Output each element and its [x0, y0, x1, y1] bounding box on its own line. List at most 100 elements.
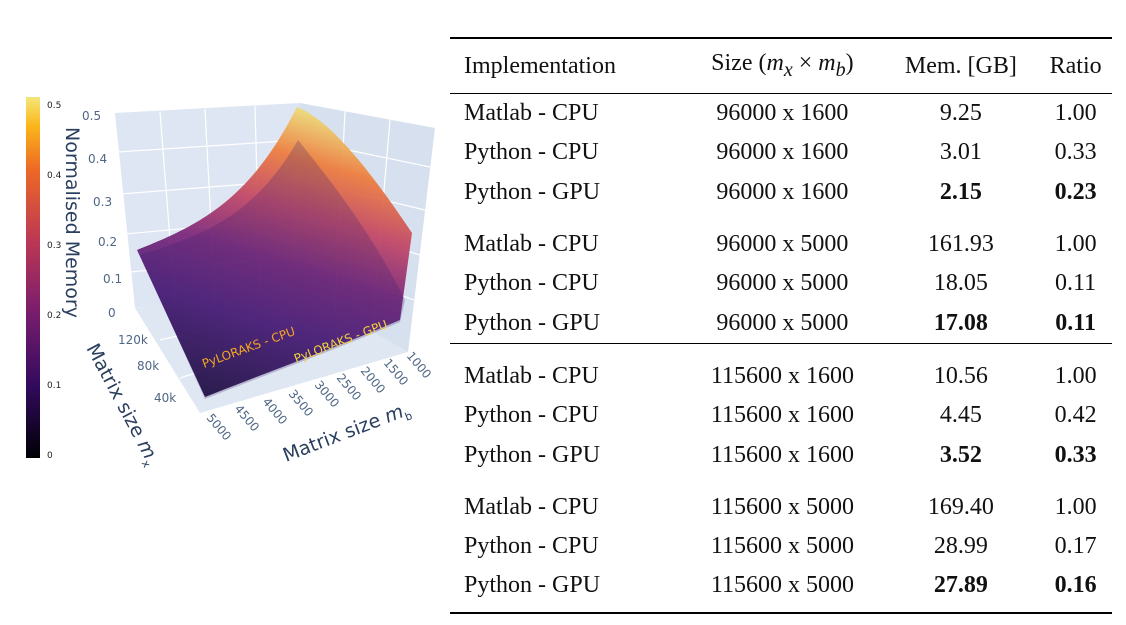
memory-table: Implementation Size (mx × mb) Mem. [GB] …	[450, 37, 1112, 614]
mb-tick-label: 3500	[286, 387, 316, 419]
colorbar-tick-label: 0.1	[47, 381, 61, 391]
table-row: Matlab - CPU 115600 x 1600 10.56 1.00	[450, 342, 1112, 397]
cell-size: 96000 x 1600	[682, 94, 882, 134]
cell-implementation: Matlab - CPU	[450, 342, 683, 397]
cell-implementation: Python - GPU	[450, 303, 682, 343]
surface-plot: 0.5 0.4 0.3 0.2 0.1 0 0.5 0.4 0.3 0.2 0.1 0 120k 80…	[26, 97, 435, 470]
cell-ratio: 0.33	[1039, 435, 1112, 474]
table-row: Python - GPU 96000 x 5000 17.08 0.11	[450, 303, 1112, 343]
cell-implementation-text: Matlab - CPU	[464, 493, 599, 520]
header-size: Size (mx × mb)	[682, 37, 883, 94]
cell-implementation-text: Python - GPU	[464, 178, 601, 205]
colorbar-tick-label: 0.2	[47, 311, 61, 321]
z-tick-label: 0.2	[98, 235, 117, 249]
cell-size: 96000 x 5000	[682, 303, 882, 343]
cell-mem: 10.56	[882, 342, 1040, 397]
cell-implementation: Python - GPU	[450, 566, 683, 614]
cell-size-text: 115600 x 5000	[710, 533, 854, 560]
cell-mem-text: 18.05	[933, 270, 988, 297]
header-implementation: Implementation	[450, 37, 683, 94]
cell-ratio: 0.16	[1039, 566, 1112, 614]
mx-tick-label: 80k	[137, 359, 159, 373]
cell-size-text: 115600 x 1600	[710, 362, 854, 389]
cell-size-text: 96000 x 1600	[716, 139, 849, 166]
cell-implementation: Python - GPU	[450, 173, 682, 212]
cell-size: 96000 x 1600	[682, 133, 882, 172]
cell-size: 96000 x 5000	[682, 264, 882, 303]
cell-implementation-text: Python - GPU	[464, 309, 601, 336]
cell-ratio: 0.42	[1039, 396, 1112, 435]
mx-axis-ticks: 120k 80k 40k	[118, 333, 176, 405]
cell-implementation-text: Python - CPU	[464, 270, 599, 297]
cell-mem-text: 169.40	[927, 493, 994, 520]
colorbar-tick-label: 0.4	[47, 171, 62, 181]
cell-implementation-text: Python - GPU	[464, 572, 601, 599]
z-tick-label: 0.3	[93, 195, 112, 209]
cell-mem-text: 4.45	[939, 402, 982, 429]
cell-implementation: Matlab - CPU	[450, 475, 682, 527]
cell-ratio: 0.17	[1039, 527, 1112, 566]
mb-tick-label: 4000	[260, 395, 290, 427]
cell-ratio-text: 0.33	[1054, 139, 1097, 166]
cell-mem-text: 10.56	[933, 362, 988, 389]
table-row: Python - GPU 115600 x 5000 27.89 0.16	[450, 566, 1112, 614]
cell-size: 96000 x 5000	[682, 212, 882, 264]
cell-implementation: Python - CPU	[450, 527, 682, 566]
cell-size: 115600 x 5000	[682, 475, 882, 527]
cell-mem: 2.15	[883, 173, 1040, 212]
cell-ratio-text: 1.00	[1054, 100, 1097, 127]
cell-implementation-text: Matlab - CPU	[464, 231, 599, 258]
cell-mem: 3.01	[883, 133, 1040, 172]
cell-mem-text: 3.01	[939, 139, 982, 166]
table-row: Matlab - CPU 96000 x 1600 9.25 1.00	[450, 94, 1112, 134]
cell-ratio-text: 1.00	[1054, 362, 1097, 389]
cell-mem: 161.93	[883, 212, 1040, 264]
mx-tick-label: 40k	[154, 391, 176, 405]
cell-ratio-text: 0.33	[1054, 441, 1097, 468]
header-mem: Mem. [GB]	[882, 37, 1040, 94]
cell-ratio: 1.00	[1039, 94, 1112, 134]
cell-size-text: 96000 x 1600	[716, 178, 849, 205]
cell-size-text: 96000 x 5000	[716, 309, 849, 336]
cell-size: 115600 x 1600	[682, 342, 883, 397]
cell-ratio-text: 0.11	[1055, 270, 1097, 297]
cell-size: 115600 x 5000	[682, 566, 883, 614]
cell-ratio: 1.00	[1039, 475, 1112, 527]
table-row: Python - CPU 96000 x 5000 18.05 0.11	[450, 264, 1112, 303]
cell-size-text: 115600 x 1600	[710, 441, 854, 468]
cell-implementation: Python - GPU	[450, 435, 682, 474]
cell-ratio: 1.00	[1039, 342, 1112, 397]
cell-implementation-text: Matlab - CPU	[464, 100, 599, 127]
cell-size: 115600 x 5000	[682, 527, 882, 566]
colorbar-tick-label: 0.5	[47, 101, 61, 111]
cell-ratio-text: 0.11	[1055, 309, 1096, 336]
cell-implementation: Matlab - CPU	[450, 94, 682, 134]
table-row: Python - CPU 115600 x 5000 28.99 0.17	[450, 527, 1112, 566]
colorbar-ticks: 0.5 0.4 0.3 0.2 0.1 0	[47, 101, 62, 461]
cell-ratio: 0.33	[1039, 133, 1112, 172]
cell-ratio-text: 1.00	[1054, 231, 1097, 258]
mb-tick-label: 5000	[204, 411, 234, 443]
cell-implementation-text: Python - GPU	[464, 441, 601, 468]
cell-size-text: 96000 x 5000	[716, 270, 849, 297]
cell-implementation-text: Python - CPU	[464, 533, 599, 560]
cell-implementation: Matlab - CPU	[450, 212, 682, 264]
cell-mem: 4.45	[883, 396, 1040, 435]
table-header: Implementation Size (mx × mb) Mem. [GB] …	[450, 37, 1112, 94]
z-tick-label: 0.4	[88, 152, 107, 166]
table-row: Matlab - CPU 115600 x 5000 169.40 1.00	[450, 475, 1112, 527]
cell-ratio: 0.11	[1039, 303, 1112, 343]
header-ratio: Ratio	[1039, 37, 1112, 94]
cell-implementation-text: Python - CPU	[464, 402, 599, 429]
cell-ratio-text: 0.17	[1054, 533, 1097, 560]
cell-implementation: Python - CPU	[450, 396, 682, 435]
cell-implementation: Python - CPU	[450, 133, 682, 172]
table-row: Matlab - CPU 96000 x 5000 161.93 1.00	[450, 212, 1112, 264]
cell-ratio: 0.11	[1039, 264, 1112, 303]
cell-ratio-text: 0.42	[1054, 402, 1097, 429]
cell-mem: 18.05	[883, 264, 1040, 303]
cell-size: 115600 x 1600	[682, 396, 882, 435]
cell-implementation-text: Matlab - CPU	[464, 362, 599, 389]
cell-size: 115600 x 1600	[682, 435, 882, 474]
